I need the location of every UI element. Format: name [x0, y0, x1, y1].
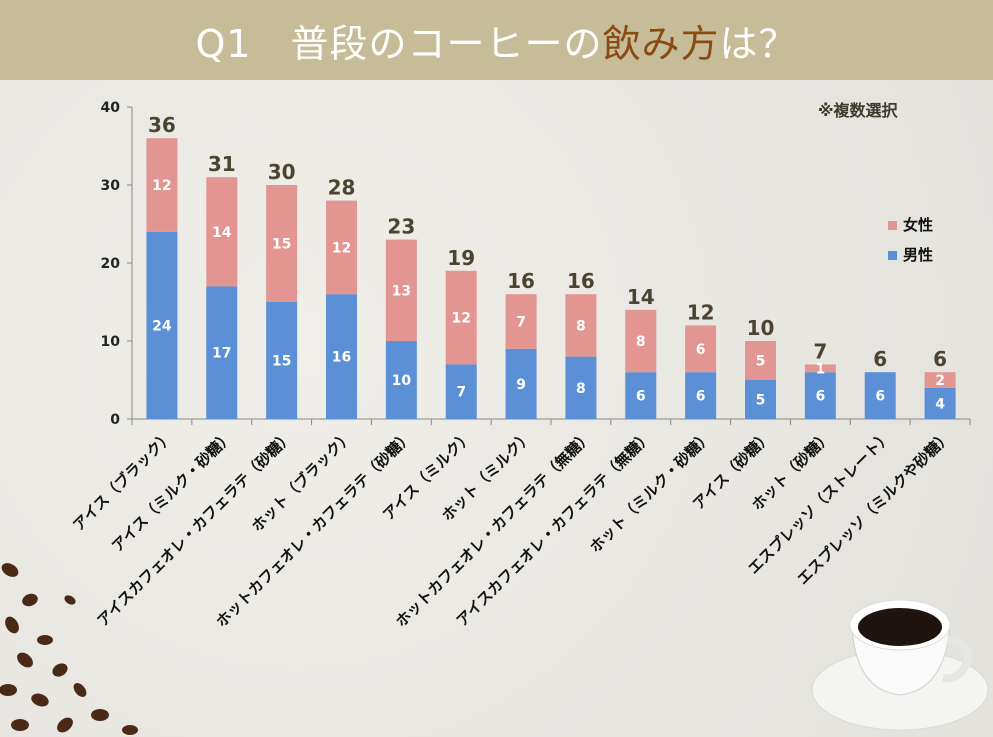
category-label: ホット（ブラック） — [248, 427, 356, 535]
stacked-bar-chart: 010203040241236アイス（ブラック）171431アイス（ミルク・砂糖… — [69, 100, 971, 631]
data-label-female: 5 — [756, 354, 766, 370]
bar-male — [745, 380, 776, 419]
bar-female — [625, 309, 657, 373]
total-label: 12 — [687, 300, 715, 324]
y-tick-label: 40 — [101, 100, 121, 116]
data-label-female: 1 — [815, 361, 825, 377]
multiple-choice-note: ※複数選択 — [818, 101, 898, 120]
legend-swatch-female — [888, 221, 897, 230]
total-label: 19 — [447, 246, 475, 270]
data-label-male: 10 — [392, 373, 412, 389]
bar-female — [266, 185, 298, 302]
data-label-female: 15 — [272, 237, 291, 253]
data-label-female: 14 — [212, 225, 232, 241]
data-label-male: 8 — [576, 381, 586, 397]
total-label: 16 — [507, 269, 535, 293]
bar-male — [326, 294, 357, 419]
data-label-male: 15 — [272, 354, 291, 370]
title-highlight: 飲み方 — [602, 21, 720, 66]
legend-label: 女性 — [903, 216, 933, 234]
data-label-female: 6 — [696, 342, 706, 358]
data-label-male: 4 — [935, 396, 945, 412]
data-label-male: 6 — [875, 389, 885, 405]
y-tick-label: 20 — [101, 256, 121, 272]
data-label-female: 8 — [576, 318, 586, 334]
bar-female — [445, 270, 477, 365]
bar-female — [505, 294, 537, 349]
bar-male — [565, 356, 597, 419]
y-tick-label: 30 — [101, 178, 121, 194]
bar-male — [804, 372, 836, 419]
coffee-cup-icon — [811, 599, 989, 731]
bar-female — [685, 325, 717, 373]
bar-male — [445, 364, 477, 419]
y-tick-label: 0 — [110, 412, 120, 428]
total-label: 31 — [208, 152, 236, 176]
data-label-male: 7 — [456, 385, 466, 401]
bar-male — [924, 387, 956, 419]
total-label: 23 — [387, 215, 415, 239]
bar-male — [206, 286, 238, 419]
data-label-male: 5 — [756, 393, 766, 409]
category-label: ホット（ミルク・砂糖） — [586, 427, 715, 556]
data-label-male: 6 — [636, 389, 646, 405]
data-label-female: 12 — [332, 240, 351, 256]
bar-male — [505, 348, 537, 419]
data-label-male: 17 — [212, 346, 231, 362]
data-label-female: 12 — [451, 311, 470, 327]
total-label: 6 — [873, 347, 887, 371]
total-label: 10 — [747, 316, 775, 340]
bar-female — [326, 200, 357, 295]
bar-male — [625, 372, 657, 419]
total-label: 7 — [813, 339, 827, 363]
bar-female — [565, 294, 597, 357]
bar-female — [385, 239, 417, 341]
coffee-beans-icon — [0, 563, 138, 735]
data-label-male: 9 — [516, 377, 526, 393]
total-label: 36 — [148, 113, 176, 137]
bar-male — [864, 372, 896, 419]
data-label-male: 6 — [815, 389, 825, 405]
category-label: アイス（ミルク・砂糖） — [108, 427, 236, 555]
bar-female — [924, 372, 956, 388]
page-title: Q1 普段のコーヒーの 飲み方 は？ — [0, 0, 993, 80]
total-label: 6 — [933, 347, 947, 371]
total-label: 16 — [567, 269, 595, 293]
data-label-male: 16 — [332, 350, 351, 366]
data-label-male: 24 — [152, 318, 172, 334]
data-label-female: 7 — [516, 315, 526, 331]
total-label: 30 — [268, 160, 296, 184]
data-label-female: 2 — [935, 373, 945, 389]
bar-female — [745, 341, 776, 380]
bar-male — [685, 372, 717, 419]
bar-male — [146, 231, 178, 419]
data-label-male: 6 — [696, 389, 706, 405]
total-label: 14 — [627, 285, 655, 309]
bar-female — [804, 364, 836, 373]
bar-female — [146, 138, 178, 232]
data-label-female: 12 — [152, 178, 171, 194]
bar-male — [266, 302, 298, 419]
bar-male — [385, 341, 417, 419]
title-suffix: は？ — [719, 21, 798, 66]
data-label-female: 13 — [392, 283, 411, 299]
legend-swatch-male — [888, 251, 897, 260]
bar-female — [206, 177, 238, 287]
category-label: アイス（ブラック） — [69, 427, 176, 534]
y-tick-label: 10 — [101, 334, 121, 350]
data-label-female: 8 — [636, 334, 646, 350]
title-prefix: Q1 普段のコーヒーの — [195, 21, 603, 66]
legend-label: 男性 — [903, 246, 933, 264]
total-label: 28 — [328, 176, 356, 200]
